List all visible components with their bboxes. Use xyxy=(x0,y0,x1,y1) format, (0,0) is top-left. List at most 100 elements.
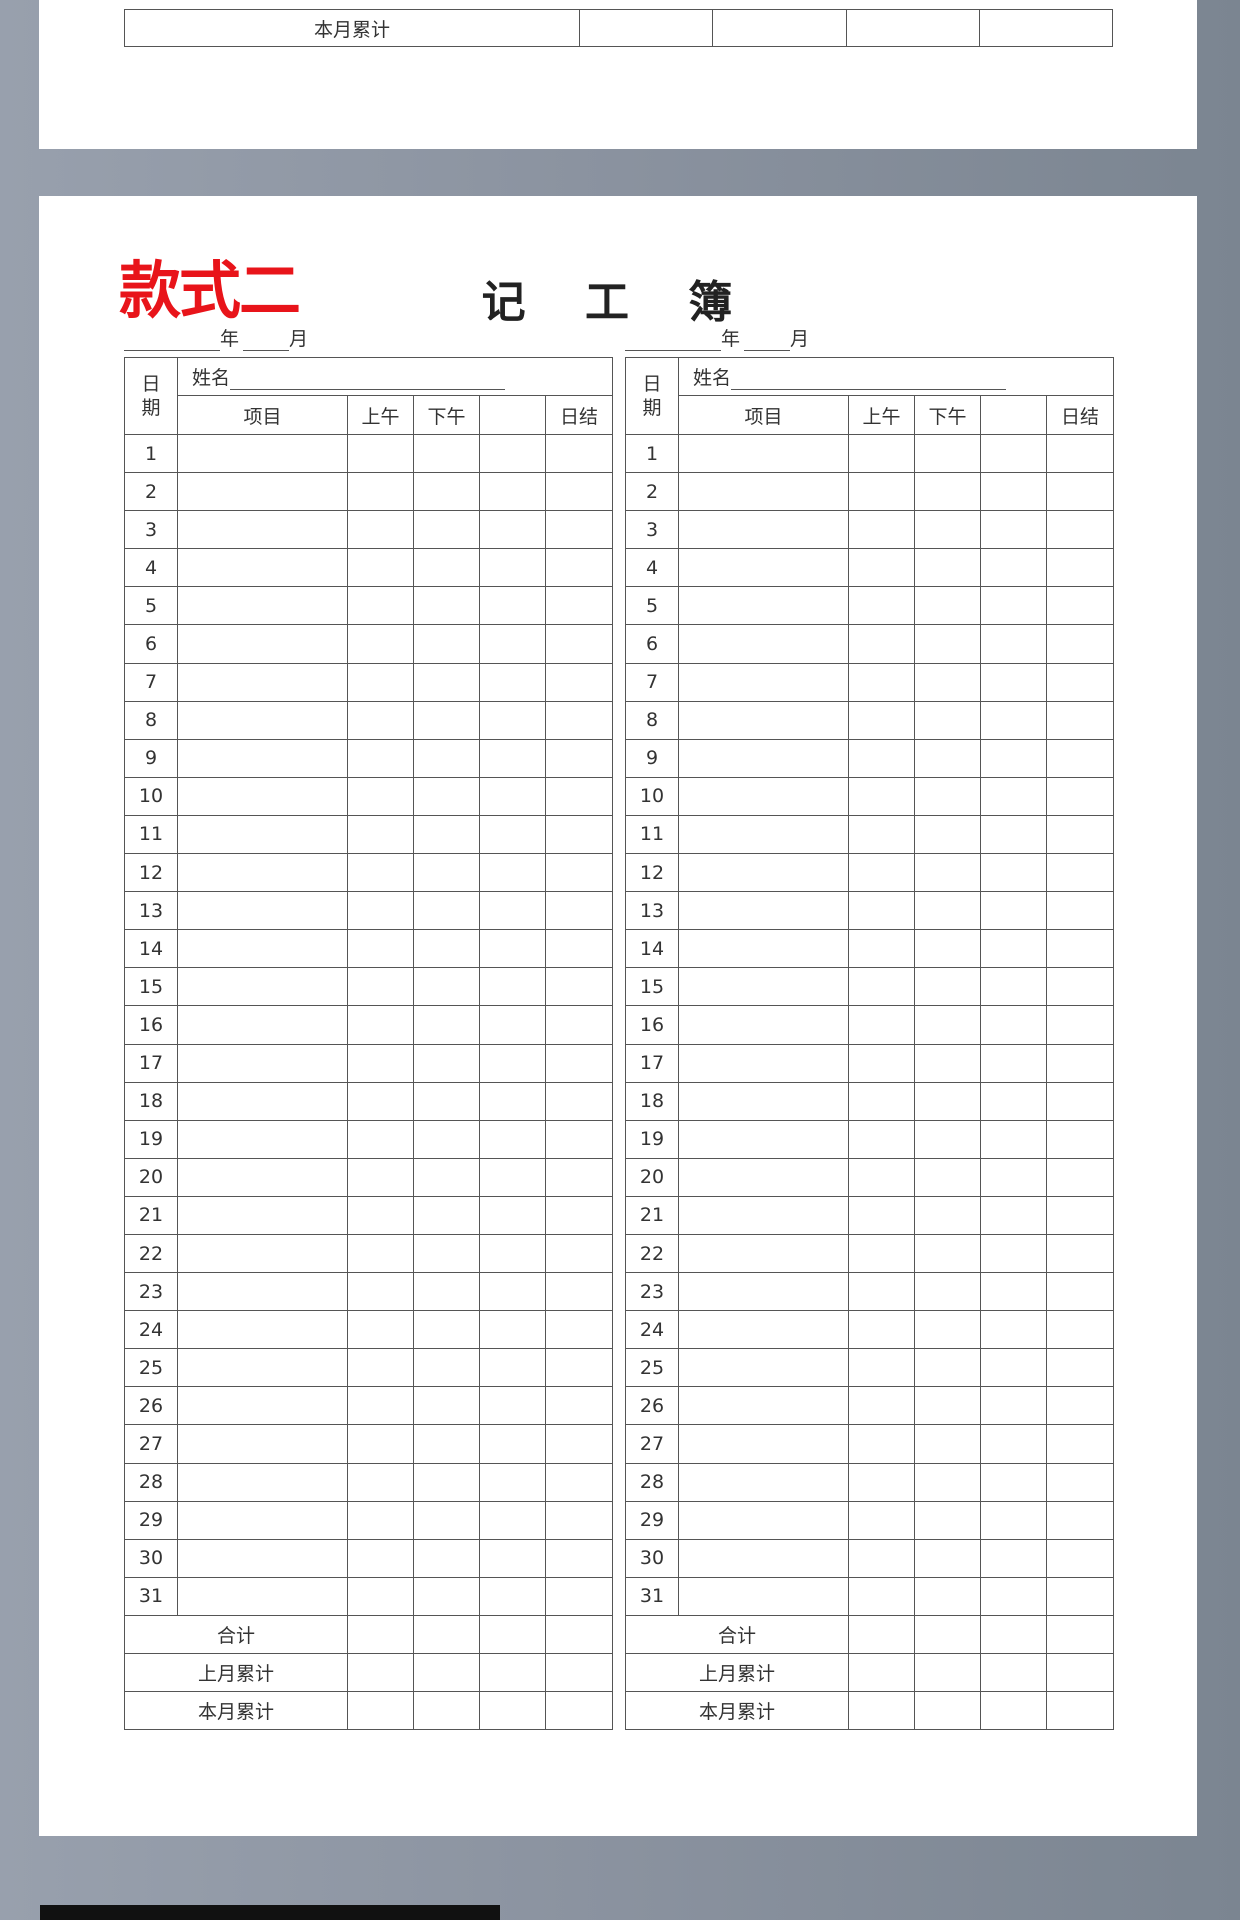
cell[interactable] xyxy=(678,891,849,931)
cell[interactable] xyxy=(980,1233,1047,1274)
cell[interactable] xyxy=(479,1272,546,1312)
cell[interactable] xyxy=(848,1157,915,1197)
cell[interactable] xyxy=(980,1272,1047,1312)
cell[interactable] xyxy=(413,1576,480,1616)
cell[interactable] xyxy=(1045,1272,1115,1312)
cell[interactable] xyxy=(914,700,981,740)
cell[interactable] xyxy=(914,738,981,778)
cell[interactable] xyxy=(848,662,915,702)
cell[interactable] xyxy=(479,1081,546,1121)
cell[interactable] xyxy=(479,738,546,778)
cell[interactable] xyxy=(479,1652,546,1692)
cell[interactable] xyxy=(413,1310,480,1350)
cell[interactable] xyxy=(479,700,546,740)
year-blank[interactable] xyxy=(625,330,721,351)
cell[interactable] xyxy=(177,433,348,474)
cell[interactable] xyxy=(914,586,981,626)
cell[interactable] xyxy=(914,1272,981,1312)
cell[interactable] xyxy=(347,472,414,512)
cell[interactable] xyxy=(413,700,480,740)
cell[interactable] xyxy=(413,1500,480,1540)
name-blank[interactable] xyxy=(731,369,1007,390)
cell[interactable] xyxy=(479,1462,546,1502)
name-field[interactable]: 姓名 xyxy=(176,357,614,396)
cell[interactable] xyxy=(479,853,546,893)
cell[interactable] xyxy=(177,1386,348,1426)
cell[interactable] xyxy=(678,1538,849,1578)
cell[interactable] xyxy=(914,814,981,855)
cell[interactable] xyxy=(848,1310,915,1350)
cell[interactable] xyxy=(848,1272,915,1312)
cell[interactable] xyxy=(413,1043,480,1083)
cell[interactable] xyxy=(544,1233,614,1274)
cell[interactable] xyxy=(413,1538,480,1578)
cell[interactable] xyxy=(980,1310,1047,1350)
cell[interactable] xyxy=(544,814,614,855)
cell[interactable] xyxy=(479,814,546,855)
cell[interactable] xyxy=(914,1119,981,1159)
cell[interactable] xyxy=(347,1310,414,1350)
cell[interactable] xyxy=(544,472,614,512)
cell[interactable] xyxy=(177,1538,348,1578)
cell[interactable] xyxy=(678,586,849,626)
cell[interactable] xyxy=(678,1500,849,1540)
cell[interactable] xyxy=(980,1348,1047,1388)
cell[interactable] xyxy=(544,1348,614,1388)
cell[interactable] xyxy=(914,1500,981,1540)
cell[interactable] xyxy=(177,1043,348,1083)
cell[interactable] xyxy=(678,472,849,512)
cell[interactable] xyxy=(177,662,348,702)
cell[interactable] xyxy=(544,1081,614,1121)
cell[interactable] xyxy=(914,1195,981,1235)
cell[interactable] xyxy=(544,967,614,1007)
cell[interactable] xyxy=(678,1005,849,1045)
cell[interactable] xyxy=(413,776,480,816)
cell[interactable] xyxy=(347,1348,414,1388)
cell[interactable] xyxy=(347,1424,414,1464)
cell[interactable] xyxy=(347,1043,414,1083)
cell[interactable] xyxy=(347,776,414,816)
cell[interactable] xyxy=(1045,853,1115,893)
cell[interactable] xyxy=(980,1119,1047,1159)
cell[interactable] xyxy=(347,1005,414,1045)
cell[interactable] xyxy=(848,814,915,855)
cell[interactable] xyxy=(1045,1500,1115,1540)
cell[interactable] xyxy=(479,548,546,588)
cell[interactable] xyxy=(413,662,480,702)
cell[interactable] xyxy=(678,814,849,855)
cell[interactable] xyxy=(544,1272,614,1312)
cell[interactable] xyxy=(848,929,915,969)
cell[interactable] xyxy=(544,1043,614,1083)
cell[interactable] xyxy=(848,1538,915,1578)
cell[interactable] xyxy=(177,624,348,664)
cell[interactable] xyxy=(914,1386,981,1426)
cell[interactable] xyxy=(678,1272,849,1312)
cell[interactable] xyxy=(177,1233,348,1274)
cell[interactable] xyxy=(848,624,915,664)
cell[interactable] xyxy=(914,776,981,816)
cell[interactable] xyxy=(177,1462,348,1502)
cell[interactable] xyxy=(544,1424,614,1464)
cell[interactable] xyxy=(914,1081,981,1121)
cell[interactable] xyxy=(413,586,480,626)
cell[interactable] xyxy=(848,1576,915,1616)
cell[interactable] xyxy=(980,1081,1047,1121)
cell[interactable] xyxy=(980,1690,1047,1730)
cell[interactable] xyxy=(914,548,981,588)
cell[interactable] xyxy=(1045,548,1115,588)
cell[interactable] xyxy=(479,1043,546,1083)
cell[interactable] xyxy=(413,1386,480,1426)
cell[interactable] xyxy=(347,1614,414,1654)
cell[interactable] xyxy=(678,1195,849,1235)
cell[interactable] xyxy=(1045,891,1115,931)
cell[interactable] xyxy=(1045,1424,1115,1464)
cell[interactable] xyxy=(914,1690,981,1730)
cell[interactable] xyxy=(347,1576,414,1616)
cell[interactable] xyxy=(544,433,614,474)
cell[interactable] xyxy=(1045,586,1115,626)
cell[interactable] xyxy=(848,1005,915,1045)
cell[interactable] xyxy=(980,1462,1047,1502)
cell[interactable] xyxy=(347,662,414,702)
cell[interactable] xyxy=(678,1043,849,1083)
cell[interactable] xyxy=(413,548,480,588)
